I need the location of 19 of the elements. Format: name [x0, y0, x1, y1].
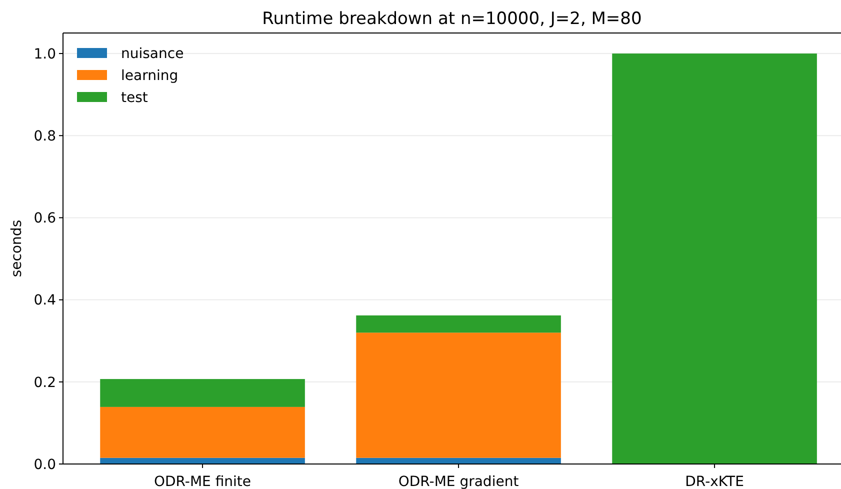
- legend-label: learning: [121, 68, 178, 84]
- legend-label: nuisance: [121, 46, 184, 62]
- y-tick-label: 1.0: [34, 46, 56, 62]
- bar: [356, 332, 561, 458]
- chart-title: Runtime breakdown at n=10000, J=2, M=80: [262, 9, 642, 29]
- bar: [356, 315, 561, 333]
- y-tick-label: 0.6: [34, 210, 56, 227]
- y-tick-label: 0.8: [34, 128, 56, 145]
- y-tick-label: 0.4: [34, 292, 56, 309]
- y-axis-title: seconds: [9, 220, 25, 278]
- y-tick-label: 0.2: [34, 374, 56, 391]
- bar: [100, 379, 305, 407]
- legend-label: test: [121, 90, 148, 106]
- x-tick-label: ODR-ME gradient: [398, 474, 520, 489]
- bar: [100, 406, 305, 458]
- x-tick-label: ODR-ME finite: [154, 474, 252, 489]
- y-tick-label: 0.0: [34, 456, 56, 473]
- bar: [612, 54, 817, 464]
- x-tick-label: DR-xKTE: [685, 474, 744, 489]
